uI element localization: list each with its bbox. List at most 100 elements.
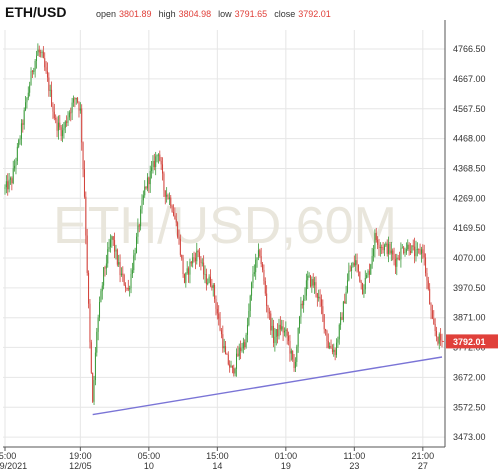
candle-body <box>330 345 332 349</box>
candle-body <box>314 282 316 286</box>
candle-body <box>263 269 265 282</box>
candle-body <box>63 127 65 131</box>
candle-body <box>409 251 411 253</box>
x-tick-time: 15:00 <box>206 451 229 461</box>
candle-body <box>219 318 221 331</box>
candle-body <box>179 238 181 255</box>
candle-body <box>360 281 362 283</box>
candle-body <box>257 250 259 258</box>
candle-body <box>27 92 29 98</box>
open-value: 3801.89 <box>119 9 152 19</box>
candle-body <box>392 250 394 255</box>
candle-body <box>51 89 53 107</box>
candle-body <box>74 98 76 100</box>
x-tick-time: 01:00 <box>275 451 298 461</box>
candle-body <box>303 298 305 306</box>
candle-body <box>249 295 251 312</box>
candle-body <box>355 260 357 266</box>
candle-body <box>168 197 170 200</box>
candle-body <box>137 225 139 237</box>
candle-body <box>140 209 142 227</box>
candle-body <box>149 170 151 185</box>
candle-body <box>229 364 231 368</box>
candle-body <box>89 303 91 343</box>
candle-body <box>83 169 85 197</box>
candle-body <box>430 304 432 311</box>
candle-body <box>4 187 6 189</box>
high-label: high <box>158 9 176 19</box>
candle-body <box>186 268 188 274</box>
candle-body <box>145 186 147 189</box>
candle-body <box>400 248 402 260</box>
candle-body <box>240 347 242 351</box>
candle-body <box>278 324 280 337</box>
x-tick-date: 23 <box>349 461 359 471</box>
candle-body <box>55 118 57 120</box>
candle-body <box>107 249 109 264</box>
candle-body <box>262 264 264 270</box>
candle-body <box>255 259 257 273</box>
candle-body <box>134 253 136 256</box>
candle-body <box>205 273 207 285</box>
candle-body <box>105 263 107 269</box>
candle-body <box>190 261 192 264</box>
candle-body <box>320 299 322 307</box>
candle-body <box>378 244 380 248</box>
candle-body <box>379 247 381 248</box>
candle-body <box>31 71 33 72</box>
candle-body <box>72 98 74 103</box>
candle-body <box>416 248 418 250</box>
candle-body <box>427 280 429 289</box>
candle-body <box>311 279 313 287</box>
candle-body <box>407 244 409 250</box>
trendline[interactable] <box>92 356 443 416</box>
candle-body <box>111 236 113 240</box>
candle-body <box>226 354 228 355</box>
candle-body <box>38 49 40 53</box>
candle-body <box>118 262 120 265</box>
candle-body <box>367 270 369 276</box>
candle-body <box>71 102 73 113</box>
candle-body <box>253 272 255 275</box>
candle-body <box>138 225 140 227</box>
candle-body <box>283 330 285 333</box>
x-tick-time: 05:00 <box>0 451 16 461</box>
candle-body <box>199 252 201 260</box>
candle-body <box>53 111 55 119</box>
candle-body <box>123 275 125 286</box>
candle-body <box>34 60 36 71</box>
candle-body <box>115 249 117 252</box>
candle-body <box>338 324 340 340</box>
candle-body <box>345 291 347 304</box>
candle-body <box>242 342 244 349</box>
candle-body <box>337 339 339 343</box>
candle-body <box>327 341 329 348</box>
y-tick-label: 3473.00 <box>453 432 486 442</box>
candle-body <box>437 336 439 344</box>
candle-body <box>177 222 179 237</box>
candle-body <box>100 291 102 303</box>
candle-body <box>423 253 425 258</box>
low-value: 3791.65 <box>234 9 268 19</box>
candle-body <box>340 316 342 325</box>
y-tick-label: 3672.00 <box>453 372 486 382</box>
candle-body <box>414 246 416 257</box>
candle-body <box>296 346 298 362</box>
candle-body <box>433 318 435 325</box>
candle-body <box>307 275 309 281</box>
candle-body <box>104 267 106 269</box>
candle-body <box>56 119 58 131</box>
candle-body <box>266 293 268 306</box>
candle-body <box>404 252 406 254</box>
candle-body <box>371 255 373 265</box>
x-tick-date: 10 <box>144 461 154 471</box>
candle-body <box>146 177 148 189</box>
candle-body <box>294 361 296 369</box>
candle-body <box>230 365 232 368</box>
candle-body <box>385 243 387 246</box>
last-price-tag <box>446 334 498 349</box>
candle-body <box>396 257 398 267</box>
candle-body <box>23 110 25 125</box>
candle-body <box>112 236 114 241</box>
